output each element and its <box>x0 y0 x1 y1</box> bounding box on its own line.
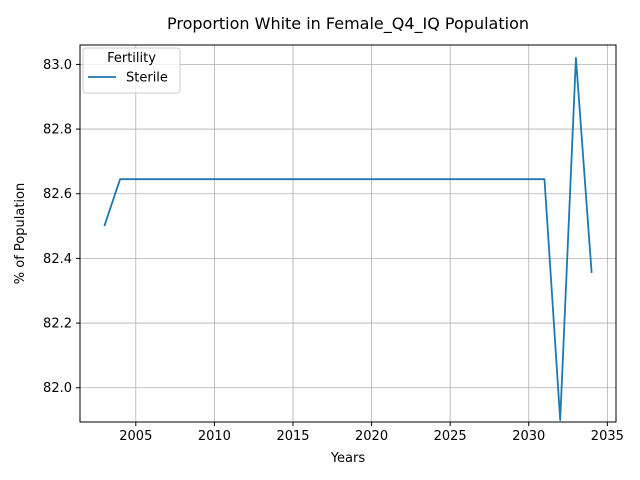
y-axis: 82.0 82.2 82.4 82.6 82.8 83.0 <box>43 58 80 396</box>
y-tick-label: 82.4 <box>43 252 72 267</box>
x-tick-label: 2030 <box>512 429 545 444</box>
x-axis-label: Years <box>330 451 366 466</box>
plot-frame <box>79 44 617 423</box>
legend-label: Sterile <box>126 71 168 86</box>
y-tick-label: 82.8 <box>43 123 72 138</box>
series-layer <box>103 57 593 421</box>
chart-title: Proportion White in Female_Q4_IQ Populat… <box>167 14 529 34</box>
legend: Fertility Sterile <box>82 47 181 94</box>
y-tick-label: 82.2 <box>43 317 72 332</box>
y-tick-label: 82.0 <box>43 381 72 396</box>
y-tick-label: 83.0 <box>43 58 72 73</box>
series-line-sterile <box>103 57 593 421</box>
x-tick-label: 2010 <box>198 429 231 444</box>
legend-entries: Sterile <box>88 71 168 86</box>
x-tick-label: 2035 <box>591 429 624 444</box>
x-tick-label: 2005 <box>119 429 152 444</box>
legend-title: Fertility <box>107 51 156 66</box>
grid-lines <box>80 45 616 422</box>
x-tick-label: 2015 <box>276 429 309 444</box>
y-axis-label: % of Population <box>13 183 28 284</box>
y-tick-label: 82.6 <box>43 187 72 202</box>
x-tick-label: 2025 <box>434 429 467 444</box>
x-tick-label: 2020 <box>355 429 388 444</box>
legend-box <box>82 47 181 94</box>
x-axis: 2005 2010 2015 2020 2025 2030 2035 <box>119 422 624 444</box>
